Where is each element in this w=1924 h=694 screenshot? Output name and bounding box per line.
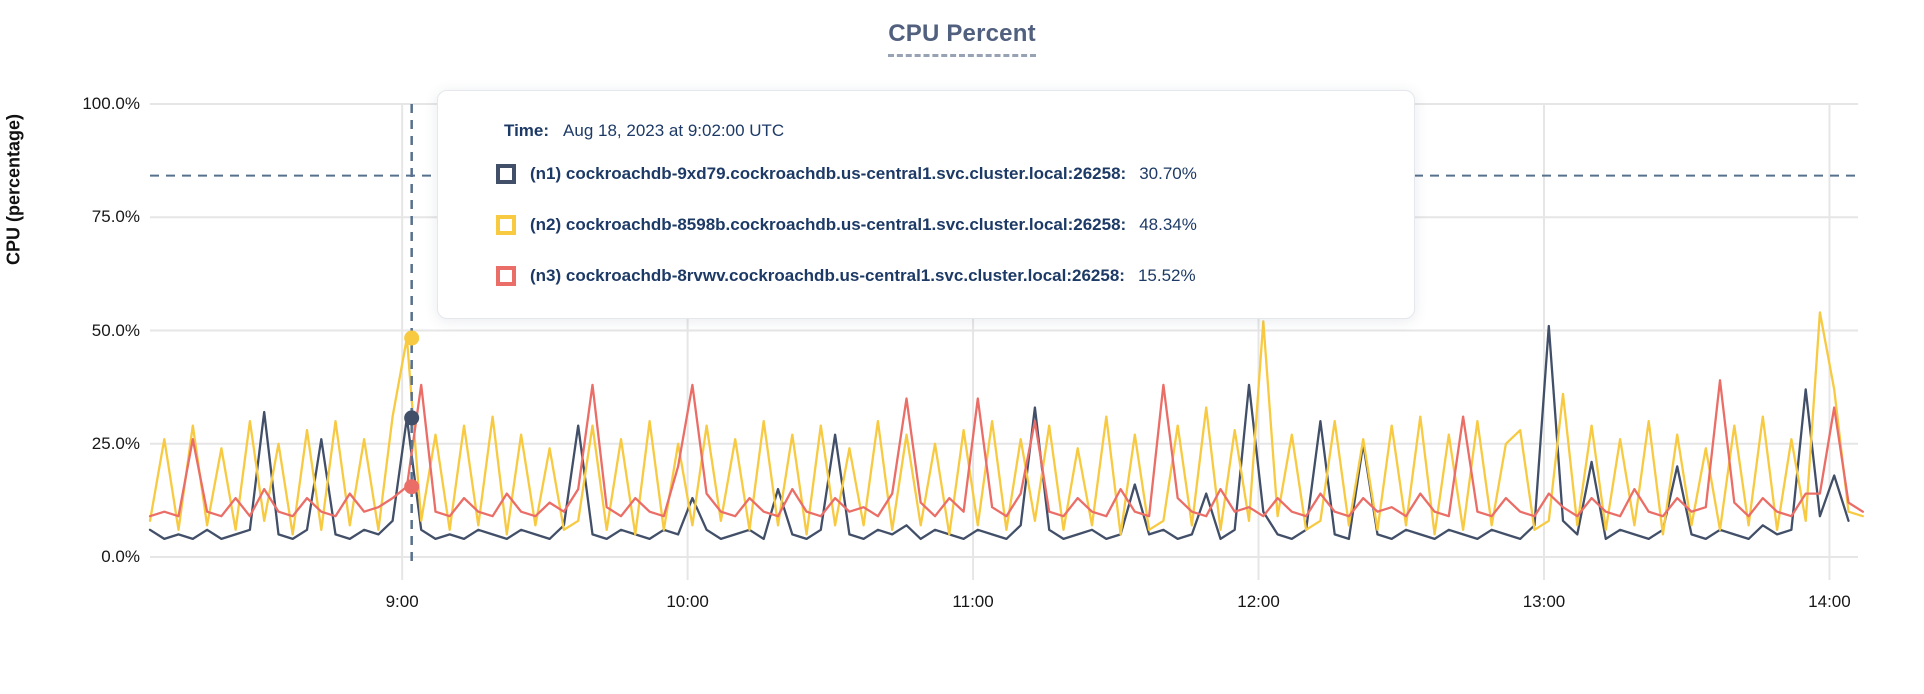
hover-dot-n2 (404, 330, 420, 346)
tooltip-time-value: Aug 18, 2023 at 9:02:00 UTC (563, 121, 785, 140)
series-line-n3 (148, 379, 1864, 518)
series-n2-marker-icon (496, 215, 516, 235)
series-n2-value: 48.34% (1139, 215, 1197, 234)
x-axis-tick-label: 9:00 (385, 592, 419, 611)
x-axis-tick-label: 13:00 (1522, 592, 1566, 611)
tooltip-series-row: (n1) cockroachdb-9xd79.cockroachdb.us-ce… (496, 157, 1390, 191)
series-line-n1 (148, 324, 1850, 541)
x-axis-tick-label: 10:00 (666, 592, 709, 611)
y-axis-tick-label: 75.0% (91, 207, 140, 227)
series-n1-label: (n1) cockroachdb-9xd79.cockroachdb.us-ce… (530, 164, 1127, 183)
series-n1-value: 30.70% (1139, 164, 1197, 183)
series-n1-marker-icon (496, 164, 516, 184)
y-axis-tick-label: 0.0% (101, 547, 140, 566)
x-axis-tick-label: 11:00 (952, 592, 994, 611)
x-axis-tick-label: 14:00 (1808, 592, 1851, 611)
y-axis-tick-label: 25.0% (91, 433, 140, 453)
tooltip-series-row: (n3) cockroachdb-8rvwv.cockroachdb.us-ce… (496, 259, 1390, 293)
tooltip-series-row: (n2) cockroachdb-8598b.cockroachdb.us-ce… (496, 208, 1390, 242)
hover-dot-n3 (404, 479, 420, 495)
series-n3-label: (n3) cockroachdb-8rvwv.cockroachdb.us-ce… (530, 266, 1125, 285)
tooltip-time-label: Time: (504, 121, 550, 140)
series-n2-label: (n2) cockroachdb-8598b.cockroachdb.us-ce… (530, 215, 1127, 234)
chart-header: CPU Percent (0, 20, 1924, 57)
series-n3-value: 15.52% (1137, 266, 1196, 285)
y-axis-tick-label: 50.0% (91, 320, 140, 340)
hover-tooltip: Time: Aug 18, 2023 at 9:02:00 UTC (n1) co… (437, 90, 1415, 319)
series-line-n2 (148, 311, 1864, 536)
hover-dot-n1 (404, 410, 420, 426)
x-axis-tick-label: 12:00 (1237, 592, 1280, 611)
series-n3-marker-icon (496, 266, 516, 286)
y-axis-tick-label: 100.0% (82, 94, 140, 113)
chart-title[interactable]: CPU Percent (888, 20, 1036, 57)
tooltip-time-row: Time: Aug 18, 2023 at 9:02:00 UTC (504, 121, 1390, 141)
